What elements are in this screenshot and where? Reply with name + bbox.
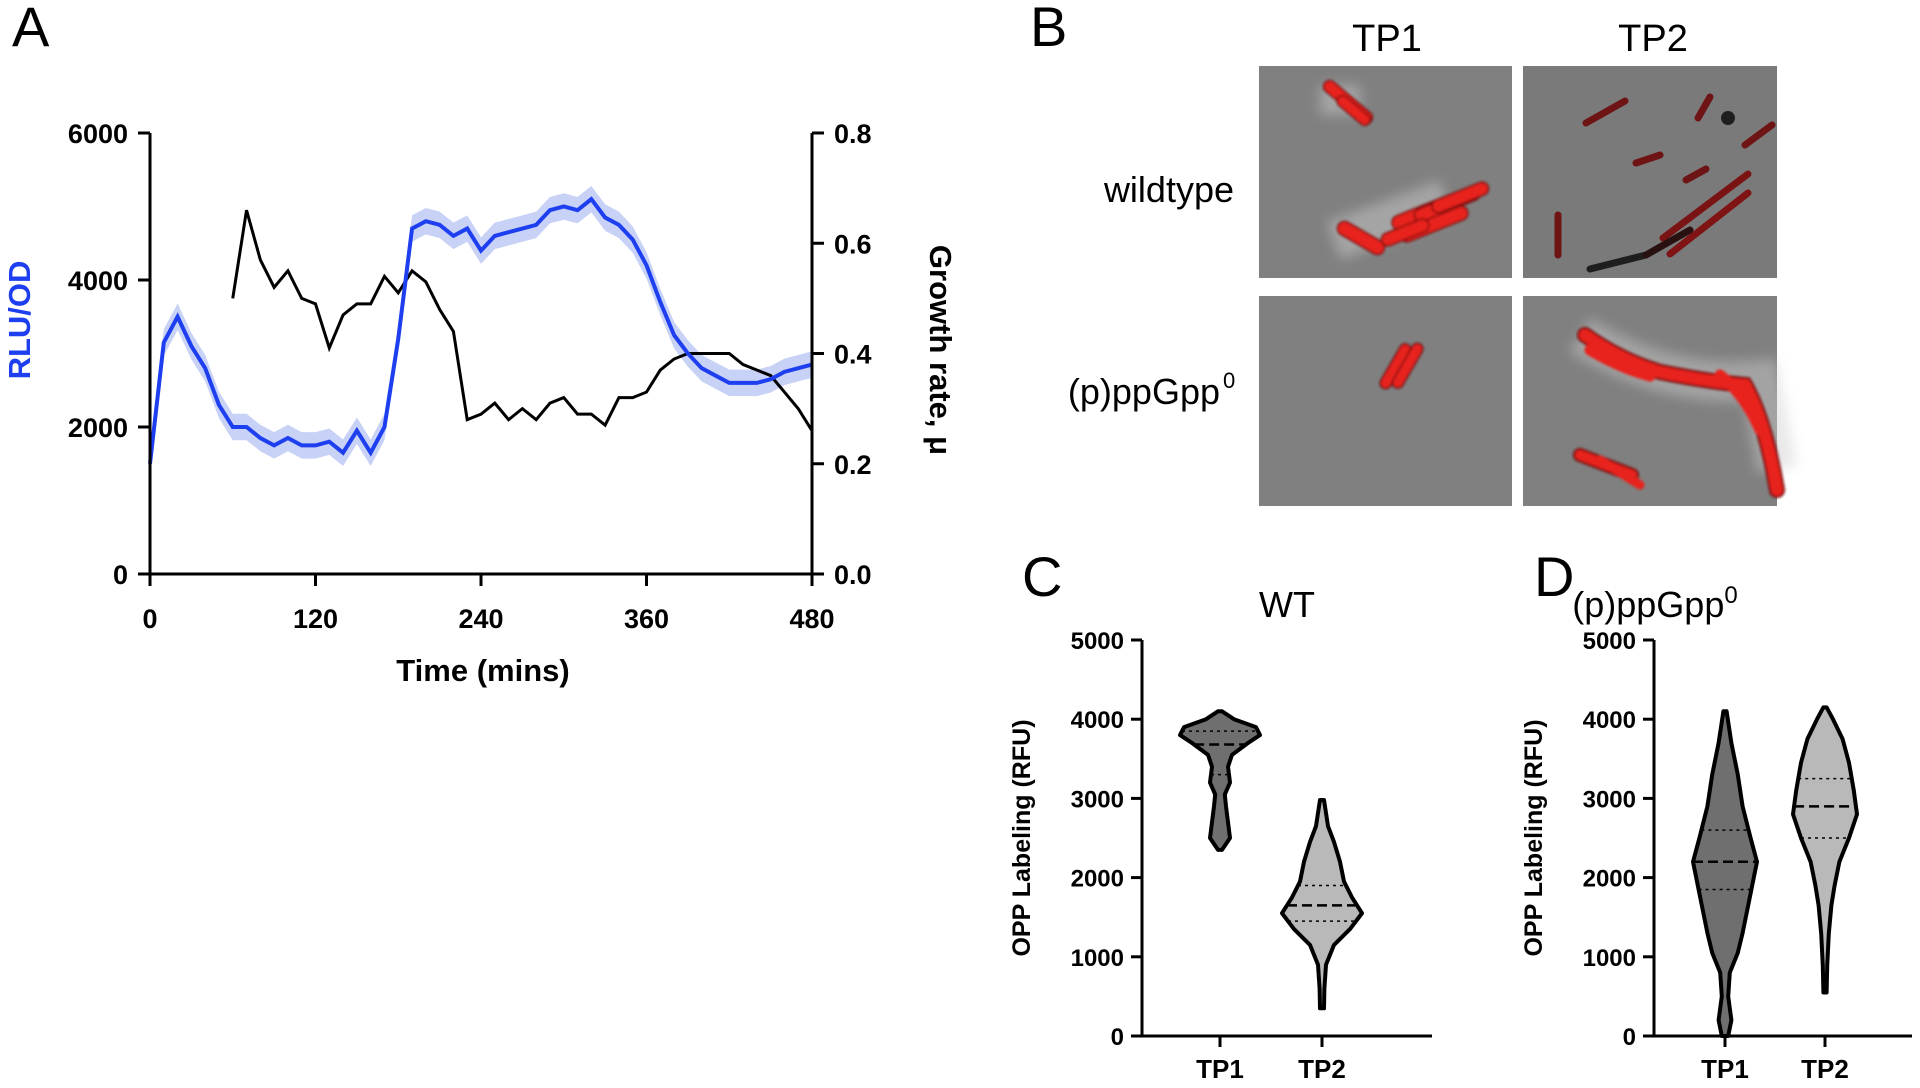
y-axis-label: OPP Labeling (RFU) [1008, 719, 1036, 956]
y-tick-label: 0 [1111, 1024, 1124, 1051]
panel-a-line-chart: 0 120 240 360 480 0 2000 4000 6000 0.0 0.2 0.4 0.6 0.… [2, 119, 958, 688]
violin-tp1 [1178, 709, 1262, 852]
x-tick-label: 120 [293, 604, 338, 634]
y-tick-label: 4000 [1583, 707, 1636, 734]
row-label-ppgpp: (p)ppGpp [1068, 371, 1220, 412]
x-axis-label: Time (mins) [396, 653, 569, 688]
y-tick-label: 0 [1623, 1024, 1636, 1051]
y-tick-label: 2000 [68, 413, 128, 443]
axis-ticks: 0 1000 2000 3000 4000 5000 TP1 TP2 [1071, 628, 1346, 1084]
y-tick-label: 5000 [1071, 628, 1124, 655]
row-label-ppgpp-sup: 0 [1223, 368, 1235, 393]
y-tick-label: 4000 [1071, 707, 1124, 734]
y-tick-label: 4000 [68, 266, 128, 296]
violin-group [1178, 709, 1364, 1011]
image-wildtype-tp1 [1259, 66, 1512, 278]
panel-d-title-main: (p)ppGpp [1572, 584, 1724, 625]
panel-letter-d: D [1534, 545, 1574, 608]
y-tick-label: 1000 [1583, 945, 1636, 972]
y-axis-label: OPP Labeling (RFU) [1520, 719, 1548, 956]
line-series-group [148, 196, 814, 464]
panel-c-title: WT [1259, 584, 1315, 625]
x-tick-label: TP2 [1801, 1054, 1849, 1084]
right-y-axis-label: Growth rate, μ [923, 245, 958, 455]
image-ppgpp-tp2 [1523, 296, 1797, 506]
x-tick-label: TP2 [1298, 1054, 1346, 1084]
y2-tick-label: 0.2 [834, 450, 872, 480]
y2-tick-label: 0.6 [834, 229, 872, 259]
panel-d-title-sup: 0 [1724, 582, 1737, 609]
rlu-od-line [148, 196, 813, 464]
panel-letter-a: A [12, 0, 50, 58]
left-y-axis-label: RLU/OD [2, 261, 37, 380]
y-tick-label: 3000 [1071, 786, 1124, 813]
violin-tp2 [1791, 705, 1859, 995]
axis-ticks: 0 120 240 360 480 0 2000 4000 6000 0.0 0.2 0.4 0.6 0.… [68, 119, 872, 634]
x-tick-label: 360 [624, 604, 669, 634]
x-tick-label: 240 [458, 604, 503, 634]
column-label-tp1: TP1 [1352, 18, 1422, 60]
axis-ticks: 0 1000 2000 3000 4000 5000 TP1 TP2 [1583, 628, 1849, 1084]
image-ppgpp-tp1 [1259, 296, 1512, 506]
y-tick-label: 0 [113, 560, 128, 590]
violin-group [1691, 705, 1859, 1038]
y-tick-label: 2000 [1071, 866, 1124, 893]
panel-c-violin-chart: WT 0 1000 2000 3000 4000 5000 TP1 TP2 OPP Label… [1008, 584, 1432, 1084]
y-tick-label: 1000 [1071, 945, 1124, 972]
row-label-ppgpp-main: (p)ppGpp [1068, 371, 1220, 412]
panel-b-micrographs: TP1 TP2 wildtype (p)ppGpp 0 [1068, 18, 1797, 506]
y2-tick-label: 0.4 [834, 340, 872, 370]
y-tick-label: 5000 [1583, 628, 1636, 655]
rlu-error-band-area [150, 185, 812, 477]
x-tick-label: TP1 [1701, 1054, 1749, 1084]
x-tick-label: 480 [789, 604, 834, 634]
column-label-tp2: TP2 [1618, 18, 1688, 60]
y2-tick-label: 0.0 [834, 560, 872, 590]
panel-letter-c: C [1022, 545, 1062, 608]
y-tick-label: 6000 [68, 119, 128, 149]
violin-tp1 [1691, 709, 1759, 1038]
x-tick-label: 0 [142, 604, 157, 634]
x-tick-label: TP1 [1196, 1054, 1244, 1084]
panel-letter-b: B [1030, 0, 1067, 58]
image-wildtype-tp2 [1523, 66, 1777, 278]
y-tick-label: 2000 [1583, 866, 1636, 893]
rlu-error-band [150, 185, 812, 477]
panel-d-title: (p)ppGpp0 [1572, 582, 1737, 625]
row-label-wildtype: wildtype [1103, 169, 1234, 210]
growth-rate-line [231, 209, 814, 432]
y-tick-label: 3000 [1583, 786, 1636, 813]
y2-tick-label: 0.8 [834, 119, 872, 149]
